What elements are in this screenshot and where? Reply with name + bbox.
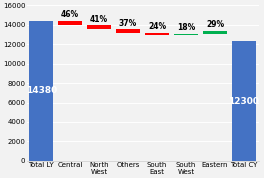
Bar <box>58 21 82 25</box>
Text: 41%: 41% <box>90 15 108 24</box>
Text: 46%: 46% <box>61 10 79 19</box>
Bar <box>203 31 227 34</box>
Bar <box>145 33 169 35</box>
Text: 18%: 18% <box>177 23 195 32</box>
Bar <box>116 30 140 33</box>
Text: 29%: 29% <box>206 20 224 29</box>
Bar <box>87 25 111 30</box>
Bar <box>232 41 256 161</box>
Text: 24%: 24% <box>148 22 166 31</box>
Bar <box>29 21 53 161</box>
Text: 12300: 12300 <box>229 96 260 106</box>
Text: 37%: 37% <box>119 19 137 28</box>
Bar <box>174 34 198 35</box>
Text: 14380: 14380 <box>26 87 57 95</box>
